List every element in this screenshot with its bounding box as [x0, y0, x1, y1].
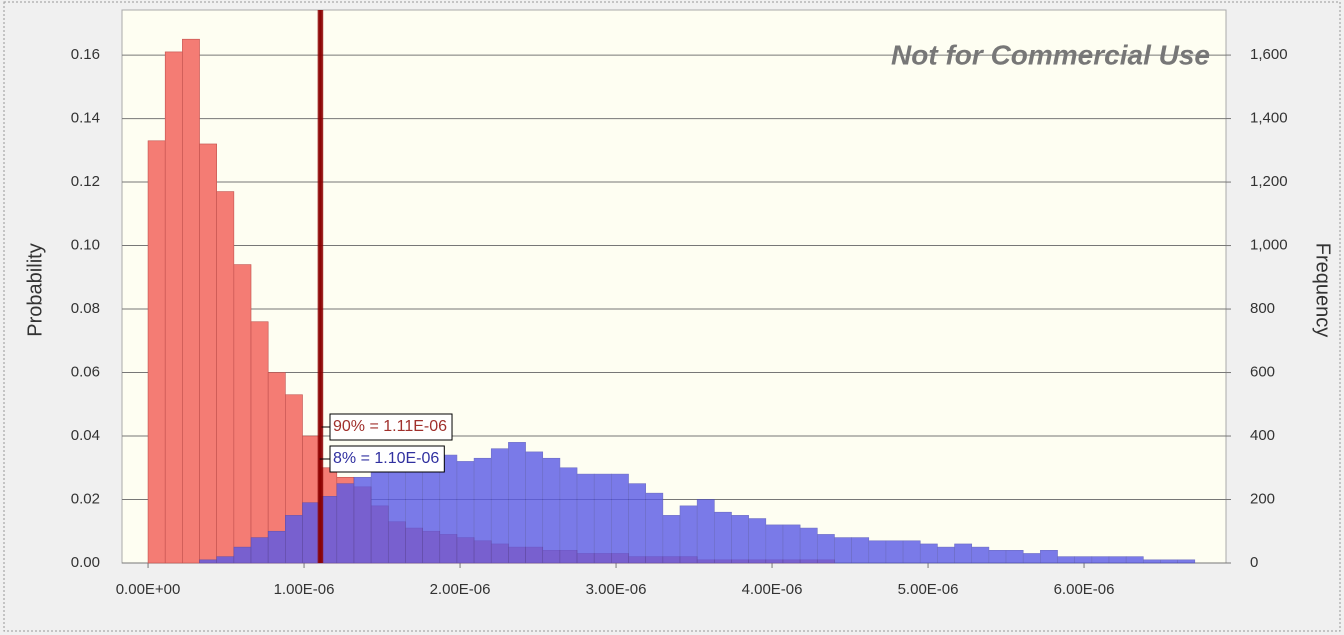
bar: [576, 473, 595, 564]
bar: [525, 451, 544, 564]
bar: [199, 143, 217, 564]
bar: [456, 461, 475, 564]
bar: [816, 534, 835, 564]
y-tick-label: 0.10: [71, 237, 100, 254]
bar: [971, 546, 990, 564]
bar: [731, 515, 749, 564]
bar: [1057, 556, 1075, 564]
bar: [422, 457, 441, 564]
bar: [799, 527, 818, 564]
bar: [233, 546, 252, 564]
y2-tick-label: 200: [1250, 490, 1275, 507]
bar: [885, 540, 904, 564]
bar: [302, 502, 320, 564]
y-tick-label: 0.14: [71, 110, 100, 127]
bar: [851, 537, 870, 564]
x-tick-label: 1.00E-06: [274, 581, 335, 598]
y2-tick-label: 800: [1250, 300, 1275, 317]
marker-label: 90% = 1.11E-06: [333, 418, 447, 435]
bar: [199, 559, 217, 564]
bar: [1040, 550, 1058, 564]
y2-tick-label: 0: [1250, 554, 1258, 571]
marker-label-box: [329, 445, 445, 473]
bar: [748, 518, 767, 564]
y2-tick-label: 1,200: [1250, 173, 1288, 190]
y-tick-label: 0.06: [71, 363, 100, 380]
bar: [868, 540, 887, 564]
bar: [285, 515, 303, 564]
bar: [1160, 559, 1178, 564]
y2-tick-label: 1,000: [1250, 237, 1288, 254]
bar: [919, 543, 938, 564]
bar: [937, 546, 955, 564]
bar: [834, 537, 852, 564]
bar: [250, 537, 269, 564]
bar: [714, 511, 732, 564]
bar: [1074, 556, 1093, 564]
bar: [765, 524, 784, 564]
bar: [559, 467, 578, 564]
y-tick-label: 0.04: [71, 427, 100, 444]
bar: [902, 540, 921, 564]
bar: [1143, 559, 1161, 564]
bar: [405, 457, 423, 564]
bar: [490, 448, 509, 564]
y2-tick-label: 400: [1250, 427, 1275, 444]
bar: [267, 530, 286, 564]
bar: [182, 38, 200, 564]
bar: [1108, 556, 1127, 564]
bar: [988, 550, 1007, 564]
x-tick-label: 5.00E-06: [898, 581, 959, 598]
x-tick-label: 6.00E-06: [1054, 581, 1115, 598]
bar: [473, 457, 492, 564]
x-tick-label: 3.00E-06: [586, 581, 647, 598]
bar: [954, 543, 973, 564]
bar: [542, 457, 561, 564]
y-axis-label: Probability: [24, 243, 46, 336]
y2-tick-label: 1,600: [1250, 46, 1288, 63]
bar: [387, 461, 406, 564]
y-tick-label: 0.02: [71, 490, 100, 507]
y2-tick-label: 1,400: [1250, 110, 1288, 127]
bar: [1022, 553, 1041, 564]
x-tick-label: 4.00E-06: [742, 581, 803, 598]
bar: [1125, 556, 1144, 564]
x-tick-label: 2.00E-06: [430, 581, 491, 598]
y2-tick-label: 600: [1250, 363, 1275, 380]
bar: [662, 515, 681, 564]
bar: [370, 467, 389, 564]
y2-axis-label: Frequency: [1312, 243, 1334, 338]
y-tick-label: 0.16: [71, 46, 100, 63]
bar: [679, 505, 698, 564]
bar: [645, 492, 664, 564]
bar: [611, 473, 629, 564]
bar: [1177, 559, 1196, 564]
bar: [250, 321, 269, 564]
bar: [353, 476, 372, 564]
y-tick-label: 0.12: [71, 173, 100, 190]
bar: [336, 483, 355, 564]
bar: [782, 524, 801, 564]
bar: [696, 499, 715, 564]
y-tick-label: 0.08: [71, 300, 100, 317]
bar: [628, 483, 646, 564]
bar: [216, 191, 235, 564]
bar: [593, 473, 612, 564]
series: [199, 442, 1196, 564]
bar: [1091, 556, 1110, 564]
bar: [508, 442, 526, 564]
bar: [216, 556, 235, 564]
bar: [147, 140, 166, 564]
bar: [1005, 550, 1024, 564]
marker-label: 8% = 1.10E-06: [333, 450, 439, 467]
x-tick-label: 0.00E+00: [116, 581, 181, 598]
bar: [233, 264, 252, 564]
bar: [164, 51, 183, 564]
y-tick-label: 0.00: [71, 554, 100, 571]
